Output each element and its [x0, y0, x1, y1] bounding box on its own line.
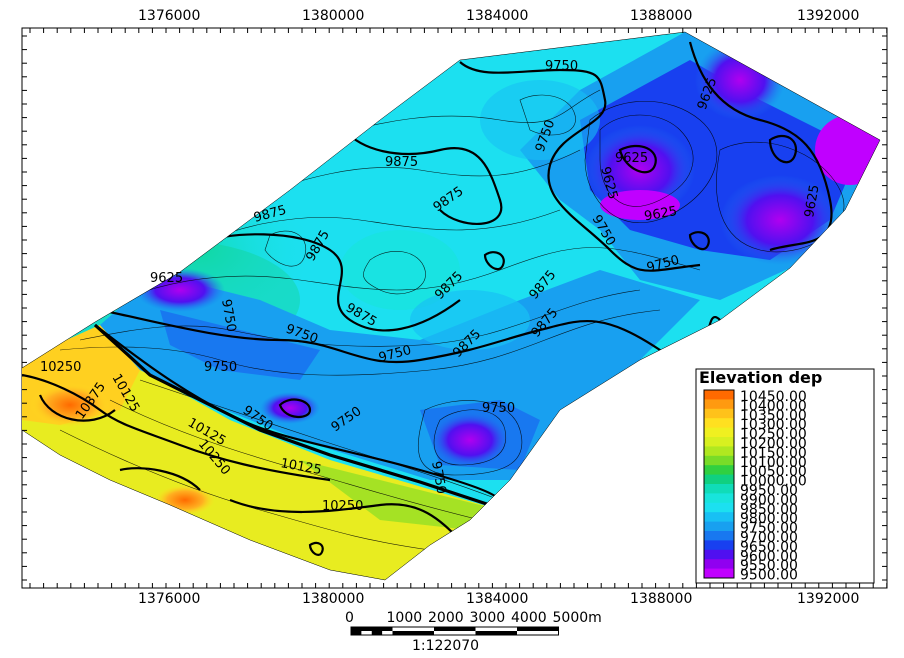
legend-color-bar: [703, 389, 735, 579]
scale-segment: [475, 631, 517, 635]
legend-label: 10450.00: [740, 389, 807, 405]
scale-subsegment: [371, 631, 383, 635]
contour-label: 10125: [279, 456, 322, 478]
contour-label: 9750: [482, 401, 515, 416]
legend-label: 10400.00: [740, 398, 807, 414]
top-tick-label: 1392000: [797, 8, 859, 24]
bottom-axis-labels: 1376000 1380000 1384000 1388000 1392000: [138, 591, 859, 607]
legend-swatch: [704, 418, 734, 429]
contour-label: 9625: [615, 151, 648, 166]
scale-label: 1000: [387, 610, 423, 626]
contour-label: 9750: [204, 360, 237, 375]
top-tick-label: 1384000: [466, 8, 528, 24]
axis-ticks: [22, 28, 888, 588]
contour-label: 9750: [545, 59, 578, 74]
legend-label: 9650.00: [740, 539, 798, 555]
legend-swatch: [704, 568, 734, 579]
legend-label: 10000.00: [740, 474, 807, 490]
legend-label: 9800.00: [740, 511, 798, 527]
scale-label: 0: [345, 610, 354, 626]
scale-labels: 0 1000 2000 3000 4000 5000m: [345, 610, 602, 626]
legend-swatch: [704, 455, 734, 466]
legend-swatch: [704, 521, 734, 532]
legend-label: 10300.00: [740, 417, 807, 433]
legend-swatch: [704, 531, 734, 541]
legend-swatch: [704, 465, 734, 476]
legend-swatch: [704, 408, 734, 419]
bottom-tick-label: 1384000: [466, 591, 528, 607]
legend-label: 9750.00: [740, 521, 798, 537]
scale-label: 5000m: [553, 610, 602, 626]
top-tick-label: 1388000: [630, 8, 692, 24]
top-tick-label: 1376000: [138, 8, 200, 24]
legend-swatch: [704, 484, 734, 494]
scale-segment: [351, 627, 393, 631]
scale-segment: [392, 631, 434, 635]
top-axis-labels: 1376000 1380000 1384000 1388000 1392000: [138, 8, 859, 24]
legend-swatch: [704, 437, 734, 447]
legend-swatch: [704, 493, 734, 504]
contour-label: 9750: [428, 460, 449, 495]
legend-label: 10100.00: [740, 455, 807, 471]
legend-label: 10200.00: [740, 436, 807, 452]
legend-swatch: [704, 399, 734, 410]
scale-segments: [350, 626, 559, 636]
legend-label: 9850.00: [740, 502, 798, 518]
legend-swatch: [704, 390, 734, 400]
scale-subsegment: [351, 631, 362, 635]
contour-label: 10250: [40, 360, 81, 375]
bottom-tick-label: 1376000: [138, 591, 200, 607]
legend-swatch: [704, 512, 734, 523]
surface-outline: [21, 31, 881, 581]
legend-swatch: [704, 559, 734, 570]
color-legend: Elevation dep 10450.0010400.0010350.0010…: [695, 368, 875, 584]
legend-label: 9600.00: [740, 549, 798, 565]
contour-label: 9625: [643, 204, 678, 225]
contour-label: 9625: [802, 183, 823, 218]
legend-label: 10350.00: [740, 408, 807, 424]
legend-swatch: [704, 474, 734, 485]
legend-bar-outline: [703, 389, 735, 579]
legend-title: Elevation dep: [699, 368, 822, 387]
legend-label: 10150.00: [740, 445, 807, 461]
legend-swatch: [704, 549, 734, 560]
bottom-tick-label: 1380000: [302, 591, 364, 607]
legend-swatch: [704, 540, 734, 551]
contour-label: 9875: [385, 155, 418, 170]
scale-label: 4000: [511, 610, 547, 626]
scale-bar: 0 1000 2000 3000 4000 5000m 1:122070: [345, 610, 602, 654]
contour-label: 10250: [322, 499, 363, 514]
legend-label: 9500.00: [740, 568, 798, 584]
legend-label: 10050.00: [740, 464, 807, 480]
legend-swatch: [704, 427, 734, 438]
bottom-tick-label: 1388000: [630, 591, 692, 607]
scale-segment: [517, 627, 559, 631]
legend-label: 9950.00: [740, 483, 798, 499]
bottom-tick-label: 1392000: [797, 591, 859, 607]
legend-swatch: [704, 502, 734, 513]
legend-label: 9700.00: [740, 530, 798, 546]
legend-labels: 10450.0010400.0010350.0010300.0010250.00…: [740, 389, 807, 584]
legend-label: 9900.00: [740, 492, 798, 508]
scale-ratio: 1:122070: [412, 638, 479, 654]
legend-label: 9550.00: [740, 558, 798, 574]
scale-label: 2000: [428, 610, 464, 626]
contour-label: 9625: [150, 271, 183, 286]
contour-label: 9750: [218, 298, 239, 333]
top-tick-label: 1380000: [302, 8, 364, 24]
legend-label: 10250.00: [740, 427, 807, 443]
scale-segment: [434, 627, 476, 631]
legend-swatch: [704, 446, 734, 457]
scale-label: 3000: [470, 610, 506, 626]
